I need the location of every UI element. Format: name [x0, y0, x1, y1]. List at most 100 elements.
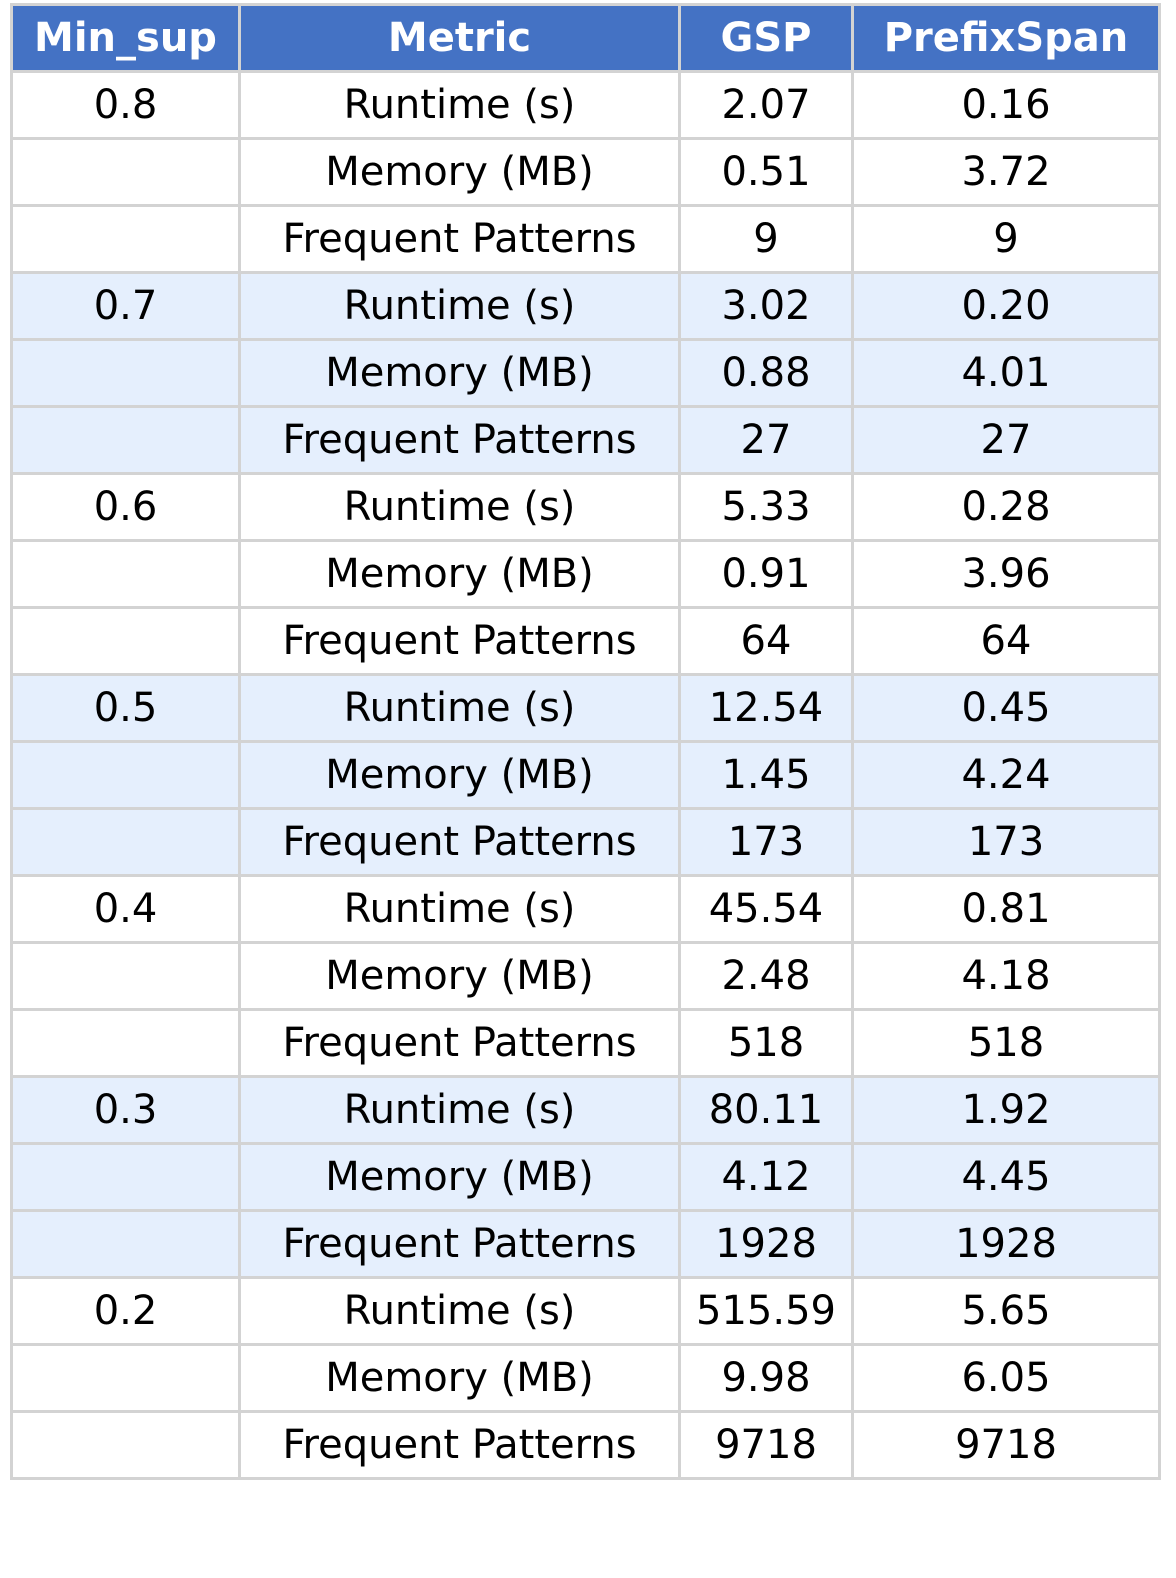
cell-prefixspan-value: 6.05 — [851, 1343, 1161, 1413]
cell-min-sup: 0.5 — [10, 673, 241, 743]
cell-metric: Memory (MB) — [238, 137, 681, 207]
cell-min-sup-empty — [10, 1209, 241, 1279]
table-row: 0.6 Runtime (s) 5.33 0.28 — [10, 472, 1161, 542]
table-header: Min_sup Metric GSP PrefixSpan — [10, 3, 1161, 73]
table-row: Frequent Patterns 9 9 — [10, 204, 1161, 274]
cell-min-sup: 0.6 — [10, 472, 241, 542]
cell-metric: Frequent Patterns — [238, 204, 681, 274]
cell-prefixspan-value: 4.45 — [851, 1142, 1161, 1212]
cell-metric: Memory (MB) — [238, 539, 681, 609]
cell-gsp-value: 5.33 — [678, 472, 854, 542]
cell-prefixspan-value: 3.96 — [851, 539, 1161, 609]
column-header-metric: Metric — [238, 3, 681, 73]
cell-metric: Memory (MB) — [238, 740, 681, 810]
cell-metric: Memory (MB) — [238, 338, 681, 408]
cell-metric: Runtime (s) — [238, 472, 681, 542]
cell-gsp-value: 0.51 — [678, 137, 854, 207]
cell-prefixspan-value: 1928 — [851, 1209, 1161, 1279]
cell-min-sup: 0.3 — [10, 1075, 241, 1145]
cell-prefixspan-value: 3.72 — [851, 137, 1161, 207]
cell-gsp-value: 0.88 — [678, 338, 854, 408]
cell-metric: Runtime (s) — [238, 271, 681, 341]
cell-gsp-value: 515.59 — [678, 1276, 854, 1346]
cell-prefixspan-value: 27 — [851, 405, 1161, 475]
cell-gsp-value: 1.45 — [678, 740, 854, 810]
results-table-container: Min_sup Metric GSP PrefixSpan 0.8 Runtime… — [10, 3, 1161, 1480]
table-row: Frequent Patterns 64 64 — [10, 606, 1161, 676]
table-row: Frequent Patterns 518 518 — [10, 1008, 1161, 1078]
cell-gsp-value: 0.91 — [678, 539, 854, 609]
table-row: Memory (MB) 0.51 3.72 — [10, 137, 1161, 207]
cell-metric: Runtime (s) — [238, 70, 681, 140]
cell-prefixspan-value: 4.18 — [851, 941, 1161, 1011]
table-row: 0.7 Runtime (s) 3.02 0.20 — [10, 271, 1161, 341]
table-row: Memory (MB) 2.48 4.18 — [10, 941, 1161, 1011]
cell-gsp-value: 27 — [678, 405, 854, 475]
cell-metric: Frequent Patterns — [238, 807, 681, 877]
cell-gsp-value: 9 — [678, 204, 854, 274]
table-row: Frequent Patterns 1928 1928 — [10, 1209, 1161, 1279]
cell-gsp-value: 64 — [678, 606, 854, 676]
cell-min-sup-empty — [10, 606, 241, 676]
cell-min-sup-empty — [10, 137, 241, 207]
cell-metric: Frequent Patterns — [238, 1410, 681, 1480]
cell-gsp-value: 9718 — [678, 1410, 854, 1480]
cell-min-sup-empty — [10, 1142, 241, 1212]
table-row: Memory (MB) 1.45 4.24 — [10, 740, 1161, 810]
cell-prefixspan-value: 0.16 — [851, 70, 1161, 140]
cell-prefixspan-value: 0.81 — [851, 874, 1161, 944]
cell-gsp-value: 2.48 — [678, 941, 854, 1011]
cell-prefixspan-value: 1.92 — [851, 1075, 1161, 1145]
table-row: Frequent Patterns 9718 9718 — [10, 1410, 1161, 1480]
cell-prefixspan-value: 64 — [851, 606, 1161, 676]
cell-min-sup-empty — [10, 740, 241, 810]
cell-metric: Frequent Patterns — [238, 1209, 681, 1279]
table-row: 0.8 Runtime (s) 2.07 0.16 — [10, 70, 1161, 140]
cell-gsp-value: 1928 — [678, 1209, 854, 1279]
cell-min-sup: 0.4 — [10, 874, 241, 944]
cell-min-sup-empty — [10, 1008, 241, 1078]
cell-gsp-value: 3.02 — [678, 271, 854, 341]
table-body: 0.8 Runtime (s) 2.07 0.16 Memory (MB) 0.51 3.7… — [10, 70, 1161, 1480]
cell-metric: Frequent Patterns — [238, 1008, 681, 1078]
cell-prefixspan-value: 5.65 — [851, 1276, 1161, 1346]
cell-gsp-value: 4.12 — [678, 1142, 854, 1212]
cell-min-sup-empty — [10, 338, 241, 408]
cell-prefixspan-value: 173 — [851, 807, 1161, 877]
table-row: 0.2 Runtime (s) 515.59 5.65 — [10, 1276, 1161, 1346]
cell-min-sup-empty — [10, 204, 241, 274]
cell-prefixspan-value: 0.45 — [851, 673, 1161, 743]
cell-metric: Memory (MB) — [238, 941, 681, 1011]
cell-min-sup-empty — [10, 1410, 241, 1480]
table-row: Memory (MB) 0.88 4.01 — [10, 338, 1161, 408]
table-row: 0.5 Runtime (s) 12.54 0.45 — [10, 673, 1161, 743]
header-row: Min_sup Metric GSP PrefixSpan — [10, 3, 1161, 73]
cell-gsp-value: 9.98 — [678, 1343, 854, 1413]
table-row: Frequent Patterns 27 27 — [10, 405, 1161, 475]
cell-min-sup-empty — [10, 1343, 241, 1413]
cell-metric: Frequent Patterns — [238, 405, 681, 475]
column-header-gsp: GSP — [678, 3, 854, 73]
cell-prefixspan-value: 4.24 — [851, 740, 1161, 810]
table-row: 0.3 Runtime (s) 80.11 1.92 — [10, 1075, 1161, 1145]
cell-prefixspan-value: 4.01 — [851, 338, 1161, 408]
cell-gsp-value: 173 — [678, 807, 854, 877]
cell-prefixspan-value: 9718 — [851, 1410, 1161, 1480]
cell-prefixspan-value: 518 — [851, 1008, 1161, 1078]
cell-metric: Runtime (s) — [238, 1276, 681, 1346]
cell-min-sup: 0.7 — [10, 271, 241, 341]
cell-metric: Frequent Patterns — [238, 606, 681, 676]
cell-min-sup-empty — [10, 941, 241, 1011]
column-header-prefixspan: PrefixSpan — [851, 3, 1161, 73]
cell-gsp-value: 12.54 — [678, 673, 854, 743]
cell-metric: Memory (MB) — [238, 1343, 681, 1413]
cell-prefixspan-value: 0.28 — [851, 472, 1161, 542]
cell-prefixspan-value: 0.20 — [851, 271, 1161, 341]
cell-gsp-value: 45.54 — [678, 874, 854, 944]
cell-gsp-value: 2.07 — [678, 70, 854, 140]
cell-min-sup: 0.2 — [10, 1276, 241, 1346]
cell-prefixspan-value: 9 — [851, 204, 1161, 274]
cell-metric: Runtime (s) — [238, 673, 681, 743]
cell-metric: Runtime (s) — [238, 1075, 681, 1145]
cell-metric: Memory (MB) — [238, 1142, 681, 1212]
